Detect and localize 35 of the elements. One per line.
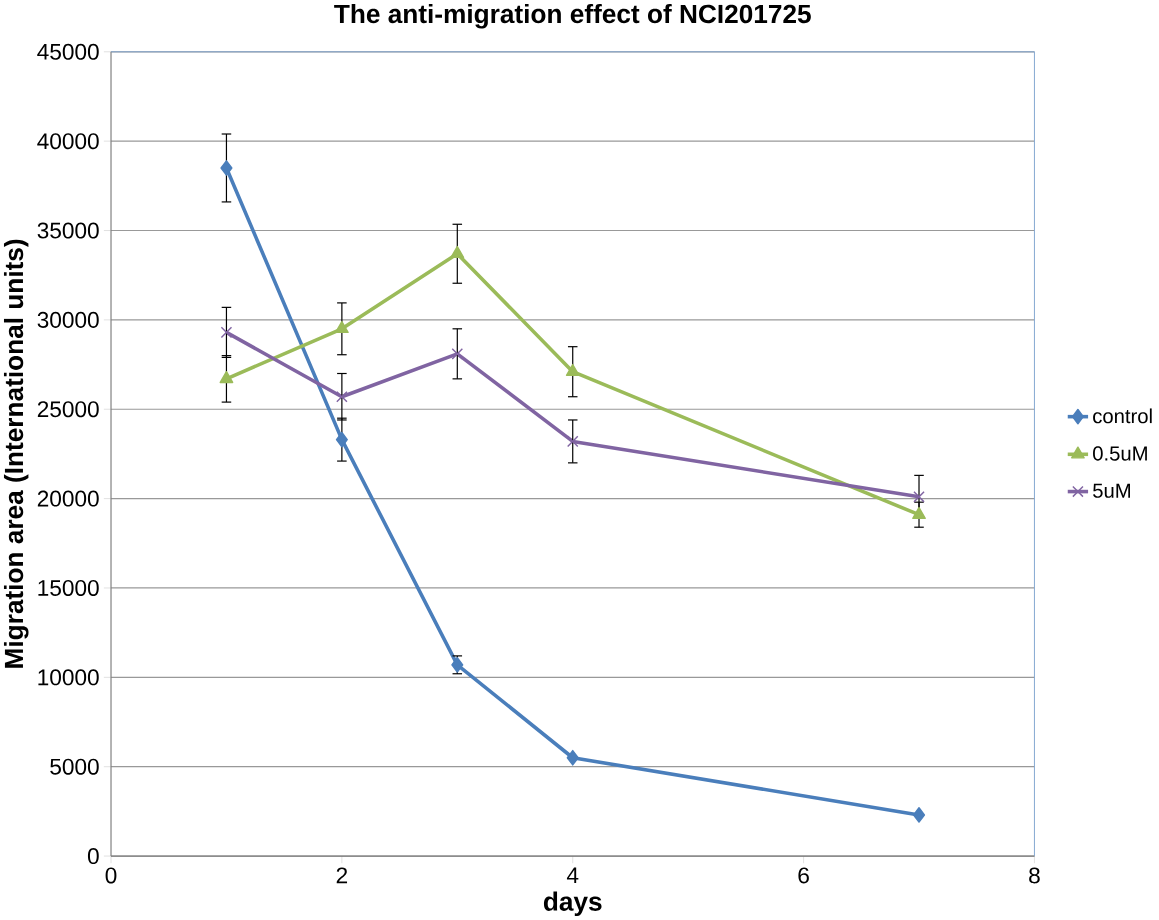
x-tick-label: 4 — [566, 867, 579, 883]
point — [566, 435, 579, 448]
point — [566, 749, 579, 766]
x-tick-label: 8 — [1029, 867, 1040, 884]
point — [220, 160, 233, 176]
y-tick-label: 35000 — [37, 222, 99, 239]
y-tick-label: 10000 — [38, 669, 99, 686]
y-tick-label: 30000 — [37, 311, 99, 328]
point — [450, 245, 465, 259]
y-tick-label: 0 — [87, 848, 99, 865]
point — [451, 348, 464, 360]
point — [220, 326, 233, 339]
x-tick-label: 0 — [105, 867, 117, 884]
x-axis-title: days — [543, 891, 602, 917]
y-tick-label: 15000 — [38, 579, 99, 596]
y-tick-label: 5000 — [50, 758, 99, 775]
x-tick-label: 6 — [798, 867, 809, 884]
point — [336, 390, 348, 403]
point — [565, 363, 580, 376]
chart-title: The anti-migration effect of NCI201725 — [334, 3, 811, 29]
point — [334, 320, 349, 334]
point — [912, 506, 926, 519]
legend-label: 5uM — [1093, 483, 1130, 498]
point — [913, 491, 925, 503]
y-axis-title: Migration area (International units) — [3, 239, 29, 668]
y-tick-label: 45000 — [37, 43, 99, 60]
x-tick-label: 2 — [336, 867, 348, 884]
y-tick-label: 20000 — [37, 490, 99, 507]
legend-label: 0.5uM — [1093, 446, 1147, 461]
legend-label: control — [1093, 408, 1152, 424]
point — [335, 431, 348, 448]
point — [219, 370, 234, 384]
y-tick-label: 25000 — [37, 401, 99, 418]
y-tick-label: 40000 — [37, 133, 99, 150]
point — [912, 807, 926, 823]
